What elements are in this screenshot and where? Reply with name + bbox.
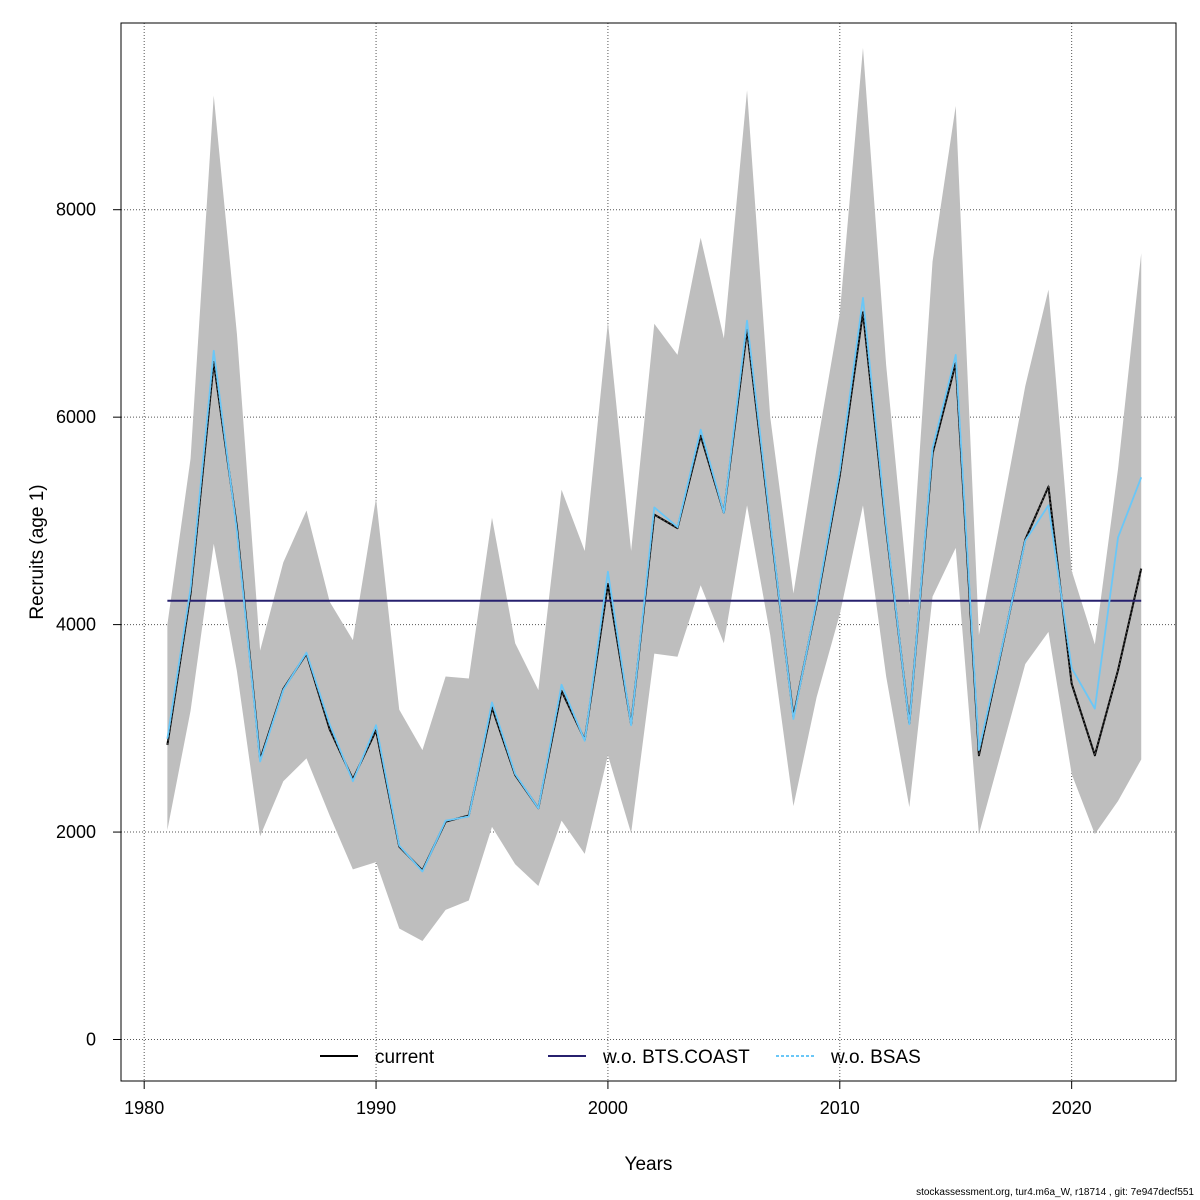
legend-label: w.o. BSAS — [830, 1047, 921, 1068]
y-tick-label: 0 — [86, 1030, 96, 1050]
series-line-w-o-bsas — [166, 296, 1143, 873]
footer-credit: stockassessment.org, tur4.m6a_W, r18714 … — [916, 1187, 1194, 1198]
x-tick-label: 1990 — [356, 1098, 396, 1118]
legend-label: w.o. BTS.COAST — [602, 1047, 750, 1068]
y-axis-title: Recruits (age 1) — [27, 484, 48, 619]
confidence-band — [167, 47, 1142, 941]
y-tick-label: 6000 — [56, 407, 96, 427]
x-tick-label: 2000 — [588, 1098, 628, 1118]
axes: 1980 1990 2000 2010 2020 0 2000 4000 6000 8000 — [56, 200, 1092, 1118]
y-tick-label: 4000 — [56, 615, 96, 635]
x-axis-title: Years — [625, 1154, 673, 1175]
plot-frame — [120, 22, 1177, 1082]
y-tick-label: 2000 — [56, 822, 96, 842]
confidence-band-area — [167, 47, 1142, 941]
series-lines — [166, 296, 1143, 873]
x-tick-label: 1980 — [124, 1098, 164, 1118]
y-tick-label: 8000 — [56, 200, 96, 220]
x-tick-label: 2010 — [820, 1098, 860, 1118]
legend: current w.o. BTS.COAST w.o. BSAS — [320, 1047, 921, 1068]
x-tick-label: 2020 — [1052, 1098, 1092, 1118]
legend-label: current — [375, 1047, 435, 1068]
